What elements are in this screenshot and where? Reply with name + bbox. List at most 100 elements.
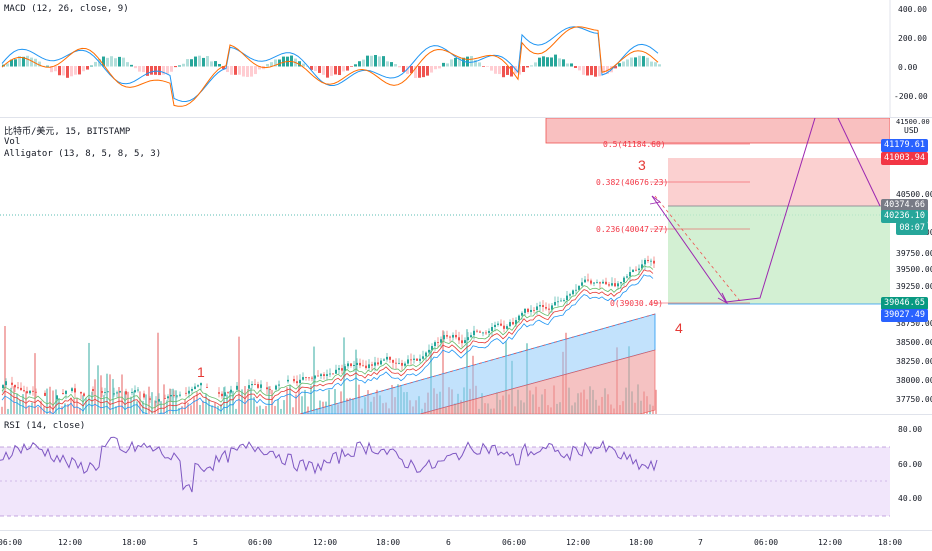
- volume-bar: [67, 403, 69, 414]
- macd-hist-bar: [30, 57, 33, 67]
- price-tick-38250: 38250.00: [896, 357, 932, 366]
- volume-bar: [268, 386, 270, 414]
- candle-body: [503, 325, 505, 329]
- volume-bar: [238, 336, 240, 414]
- rsi-tick-80: 80.00: [898, 425, 923, 434]
- candle-body: [539, 305, 541, 307]
- macd-hist-bar: [174, 66, 177, 68]
- price-badge-41179: 41179.61: [881, 139, 928, 152]
- candle-body: [149, 398, 151, 400]
- macd-pane[interactable]: MACD (12, 26, close, 9) 400.00 200.00 0.…: [0, 0, 932, 118]
- macd-hist-bar: [558, 58, 561, 67]
- macd-hist-bar: [302, 63, 305, 67]
- macd-hist-bar: [238, 66, 241, 75]
- macd-hist-bar: [334, 66, 337, 75]
- volume-bar: [247, 389, 249, 414]
- macd-hist-bar: [206, 56, 209, 67]
- candle-body: [134, 390, 136, 393]
- candle-body: [428, 349, 430, 353]
- macd-hist-bar: [390, 62, 393, 67]
- price-tick-39750: 39750.00: [896, 249, 932, 258]
- macd-hist-bar: [426, 66, 429, 76]
- volume-bar: [304, 389, 306, 414]
- macd-hist-bar: [586, 66, 589, 76]
- candle-body: [449, 336, 451, 338]
- time-tick: 5: [193, 538, 198, 547]
- macd-hist-bar: [574, 66, 577, 68]
- candle-body: [455, 334, 457, 338]
- candle-body: [221, 393, 223, 397]
- macd-hist-bar: [182, 63, 185, 67]
- candle-body: [410, 359, 412, 361]
- volume-bar: [88, 342, 90, 414]
- macd-hist-bar: [362, 59, 365, 67]
- macd-tick-0: 0.00: [898, 63, 918, 72]
- macd-hist-bar: [46, 65, 49, 67]
- macd-hist-bar: [154, 66, 157, 75]
- volume-bar: [229, 390, 231, 414]
- candle-body: [407, 359, 409, 364]
- candle-body: [551, 305, 553, 310]
- volume-bar: [355, 349, 357, 414]
- candle-body: [35, 391, 37, 393]
- volume-bar: [334, 389, 336, 414]
- price-pane[interactable]: 比特币/美元, 15, BITSTAMP Vol Alligator (13, …: [0, 118, 932, 414]
- time-axis[interactable]: 06:00 12:00 18:00 5 06:00 12:00 18:00 6 …: [0, 530, 932, 551]
- volume-bar: [121, 374, 123, 414]
- volume-bar: [43, 406, 45, 414]
- macd-hist-bar: [322, 66, 325, 75]
- candle-body: [248, 385, 250, 389]
- macd-hist-bar: [638, 55, 641, 67]
- candle-body: [350, 363, 352, 366]
- macd-hist-bar: [214, 61, 217, 67]
- fib-label-0382: 0.382(40676.23): [596, 178, 669, 187]
- volume-bar: [265, 406, 267, 414]
- rsi-pane[interactable]: RSI (14, close) 80.00 60.00 40.00: [0, 414, 932, 531]
- candle-body: [227, 392, 229, 394]
- fib-label-05: 0.5(41184.60): [603, 140, 666, 149]
- macd-hist-bar: [598, 66, 601, 77]
- volume-bar: [220, 404, 222, 414]
- candle-body: [431, 346, 433, 350]
- candle-body: [629, 272, 631, 277]
- volume-bar: [187, 402, 189, 414]
- time-tick: 18:00: [878, 538, 903, 547]
- volume-bar: [253, 397, 255, 414]
- candle-body: [641, 264, 643, 269]
- candle-body: [308, 377, 310, 379]
- volume-bar: [319, 400, 321, 414]
- candle-body: [251, 384, 253, 386]
- volume-bar: [130, 396, 132, 414]
- volume-bar: [184, 399, 186, 414]
- macd-label: MACD (12, 26, close, 9): [4, 4, 129, 14]
- macd-hist-bar: [342, 66, 345, 72]
- candle-body: [314, 375, 316, 379]
- macd-hist-bar: [406, 66, 409, 74]
- candle-body: [17, 387, 19, 389]
- rsi-label: RSI (14, close): [4, 421, 86, 431]
- candle-body: [164, 398, 166, 399]
- volume-bar: [190, 405, 192, 414]
- macd-hist-bar: [434, 66, 437, 70]
- candle-body: [506, 326, 508, 329]
- volume-bar: [103, 395, 105, 414]
- volume-bar: [52, 390, 54, 414]
- candle-body: [596, 282, 598, 284]
- candle-body: [104, 392, 106, 393]
- candle-body: [14, 384, 16, 388]
- volume-bar: [199, 404, 201, 414]
- candle-body: [131, 392, 133, 393]
- volume-bar: [109, 374, 111, 414]
- macd-hist-bar: [518, 66, 521, 75]
- resistance-zone: [545, 118, 890, 144]
- volume-bar: [127, 391, 129, 414]
- time-tick: 7: [698, 538, 703, 547]
- macd-hist-bar: [166, 66, 169, 74]
- macd-tick-200: 200.00: [898, 34, 927, 43]
- candle-body: [206, 386, 208, 388]
- macd-hist-bar: [218, 63, 221, 67]
- macd-hist-bar: [102, 56, 105, 67]
- candle-body: [5, 381, 7, 386]
- volume-bar: [271, 389, 273, 414]
- volume-bar: [232, 390, 234, 414]
